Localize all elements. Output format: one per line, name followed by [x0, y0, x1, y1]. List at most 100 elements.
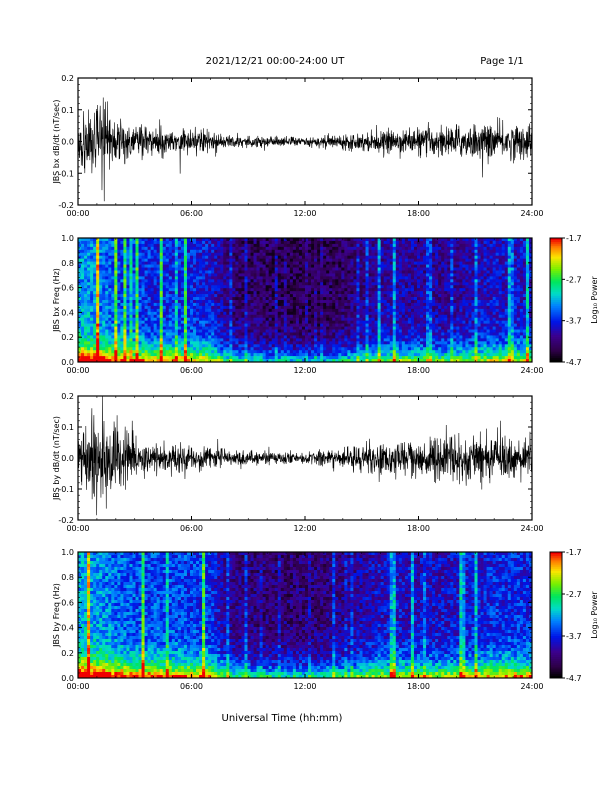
spectrogram-cell [132, 300, 136, 304]
spectrogram-cell [317, 338, 321, 342]
spectrogram-cell [144, 311, 148, 316]
spectrogram-cell [165, 294, 170, 298]
spectrogram-cell [268, 255, 273, 260]
spectrogram-cell [84, 252, 88, 257]
spectrogram-cell [308, 252, 312, 257]
spectrogram-cell [102, 246, 106, 251]
spectrogram-cell [256, 291, 260, 295]
spectrogram-cell [129, 314, 133, 319]
spectrogram-cell [398, 332, 403, 336]
spectrogram-cell [168, 252, 173, 257]
spectrogram-cell [202, 276, 206, 280]
spectrogram-cell [353, 308, 357, 313]
spectrogram-cell [289, 258, 294, 262]
spectrogram-cell [344, 267, 348, 271]
spectrogram-cell [365, 326, 369, 330]
spectrogram-cell [162, 270, 167, 274]
spectrogram-cell [295, 347, 300, 351]
spectrogram-cell [247, 285, 251, 289]
spectrogram-cell [202, 311, 206, 316]
spectrogram-cell [153, 282, 158, 286]
spectrogram-cell [259, 238, 263, 242]
spectrogram-cell [335, 285, 339, 289]
spectrogram-cell [256, 329, 260, 333]
spectrogram-cell [392, 317, 397, 322]
spectrogram-cell [416, 240, 421, 245]
spectrogram-cell [292, 294, 297, 298]
spectrogram-cell [117, 308, 121, 313]
spectrogram-cell [410, 294, 415, 298]
spectrogram-cell [413, 294, 418, 298]
spectrogram-cell [398, 273, 403, 277]
spectrogram-cell [211, 353, 215, 357]
spectrogram-cell [305, 282, 309, 286]
spectrogram-cell [99, 356, 103, 360]
spectrogram-cell [350, 258, 354, 262]
spectrogram-cell [289, 267, 294, 271]
spectrogram-cell [407, 356, 412, 360]
spectrogram-cell [350, 273, 354, 277]
spectrogram-cell [238, 308, 242, 313]
spectrogram-cell [117, 359, 121, 363]
spectrogram-cell [320, 332, 324, 336]
spectrogram-cell [359, 240, 363, 245]
spectrogram-cell [407, 350, 412, 354]
spectrogram-cell [208, 267, 212, 271]
spectrogram-cell [238, 294, 242, 298]
x-tick-label: 00:00 [66, 209, 89, 218]
spectrogram-cell [398, 326, 403, 330]
spectrogram-cell [105, 261, 109, 265]
spectrogram-cell [371, 276, 375, 280]
spectrogram-cell [90, 341, 94, 345]
spectrogram-cell [271, 320, 276, 324]
spectrogram-cell [271, 273, 276, 277]
spectrogram-cell [183, 323, 188, 327]
spectrogram-cell [265, 300, 270, 304]
spectrogram-cell [241, 338, 245, 342]
spectrogram-cell [301, 326, 306, 330]
spectrogram-cell [250, 359, 254, 363]
spectrogram-cell [268, 314, 273, 319]
spectrogram-cell [398, 282, 403, 286]
spectrogram-cell [305, 288, 309, 292]
spectrogram-cell [87, 347, 91, 351]
spectrogram-cell [189, 240, 194, 245]
spectrogram-cell [211, 341, 215, 345]
spectrogram-cell [341, 240, 345, 245]
spectrogram-cell [371, 270, 375, 274]
spectrogram-cell [165, 238, 170, 242]
spectrogram-cell [295, 238, 300, 242]
spectrogram-cell [120, 270, 124, 274]
spectrogram-cell [186, 261, 191, 265]
spectrogram-cell [235, 300, 239, 304]
spectrogram-cell [217, 255, 221, 260]
spectrogram-cell [332, 302, 336, 307]
spectrogram-cell [320, 359, 324, 363]
spectrogram-cell [111, 297, 115, 301]
spectrogram-cell [96, 238, 100, 242]
spectrogram-cell [332, 359, 336, 363]
spectrogram-cell [114, 311, 118, 316]
spectrogram-cell [211, 311, 215, 316]
spectrogram-cell [214, 329, 218, 333]
spectrogram-cell [386, 335, 391, 339]
spectrogram-cell [344, 329, 348, 333]
spectrogram-cell [183, 305, 188, 310]
spectrogram-cell [232, 311, 236, 316]
spectrogram-cell [96, 240, 100, 245]
spectrogram-cell [226, 344, 230, 348]
spectrogram-cell [356, 320, 360, 324]
spectrogram-cell [211, 276, 215, 280]
spectrogram-cell [353, 302, 357, 307]
spectrogram-cell [81, 297, 85, 301]
spectrogram-cell [132, 238, 136, 242]
spectrogram-cell [335, 252, 339, 257]
spectrogram-cell [87, 273, 91, 277]
spectrogram-cell [217, 335, 221, 339]
spectrogram-cell [208, 320, 212, 324]
spectrogram-cell [383, 240, 388, 245]
spectrogram-cell [199, 291, 203, 295]
spectrogram-cell [156, 238, 161, 242]
spectrogram-cell [359, 350, 363, 354]
spectrogram-cell [235, 291, 239, 295]
